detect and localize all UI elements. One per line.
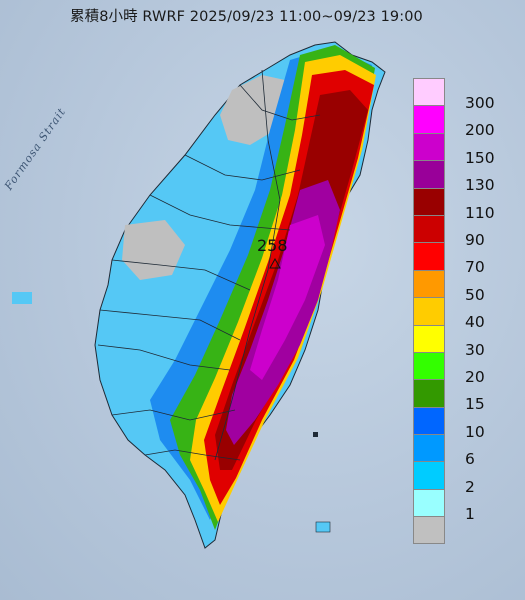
legend-swatch [413, 324, 445, 352]
island-lanyu [315, 521, 331, 533]
legend-label: 90 [465, 231, 485, 249]
legend-label: 40 [465, 313, 485, 332]
legend-swatch [413, 160, 445, 188]
county-boundaries [97, 69, 321, 461]
legend-label: 130 [465, 176, 495, 195]
legend-label: 1 [465, 505, 475, 523]
legend-swatch [413, 461, 445, 489]
legend-label: 50 [465, 285, 485, 304]
legend-label: 15 [465, 395, 485, 414]
legend-swatch [413, 78, 445, 106]
legend-label: 70 [465, 258, 485, 277]
heavy-rain-peak [250, 215, 325, 380]
max-value-marker [269, 257, 281, 269]
island-penghu [12, 292, 32, 304]
legend-label: 150 [465, 148, 495, 167]
legend-label: 200 [465, 121, 495, 140]
legend-colorbar [413, 78, 448, 544]
island-greenisland [313, 432, 318, 437]
legend-label: 2 [465, 477, 475, 496]
legend-swatch [413, 297, 445, 325]
legend-label: 10 [465, 422, 485, 441]
legend-swatch [413, 132, 445, 161]
max-value-label: 258 [257, 236, 288, 255]
legend-label: 30 [465, 340, 485, 359]
legend-label: 20 [465, 368, 485, 386]
legend-swatch [413, 406, 445, 435]
legend-label: 110 [465, 203, 495, 222]
legend-swatch [413, 242, 445, 270]
legend-swatch [413, 105, 445, 133]
legend-swatch [413, 269, 445, 298]
dry-area-west [122, 220, 185, 280]
legend-label: 6 [465, 450, 475, 469]
legend-swatch [413, 379, 445, 407]
page-title: 累積8小時 RWRF 2025/09/23 11:00~09/23 19:00 [70, 9, 423, 25]
legend-swatch [413, 434, 445, 462]
legend-swatch [413, 516, 445, 544]
legend-swatch [413, 214, 445, 243]
legend-swatch [413, 187, 445, 215]
legend-label: 300 [465, 94, 495, 112]
legend-swatch [413, 351, 445, 380]
legend-swatch [413, 488, 445, 517]
